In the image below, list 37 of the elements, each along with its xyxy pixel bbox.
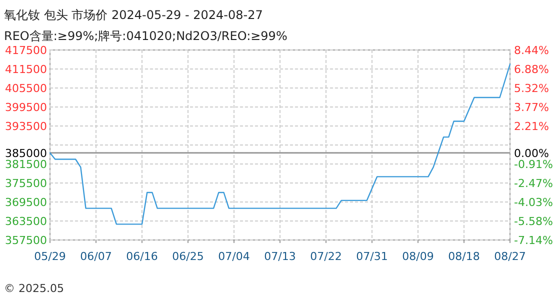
y2-tick-label: 0.00% <box>514 146 549 160</box>
x-tick-label: 07/04 <box>218 250 250 263</box>
x-tick-label: 07/22 <box>310 250 342 263</box>
x-tick-label: 08/09 <box>402 250 434 263</box>
x-tick-label: 06/25 <box>172 250 204 263</box>
y2-tick-label: -4.03% <box>514 196 553 210</box>
y2-tick-label: 6.88% <box>514 63 549 76</box>
y2-tick-label: -2.47% <box>514 177 553 190</box>
line-series <box>49 64 511 225</box>
text: © 2025.05 <box>4 282 64 295</box>
x-tick-label: 07/13 <box>264 250 296 263</box>
x-tick-label: 07/31 <box>356 250 388 263</box>
y-tick-label: 411500 <box>5 63 47 76</box>
x-tick-label: 08/27 <box>494 250 526 263</box>
y2-tick-label: -5.58% <box>514 214 553 228</box>
y-tick-label: 369500 <box>5 196 47 209</box>
y2-tick-label: 8.44% <box>514 44 549 57</box>
y-tick-label: 357500 <box>5 234 47 247</box>
y-tick-label: 363500 <box>5 215 47 228</box>
x-tick-label: 05/29 <box>34 250 66 263</box>
y2-tick-label: 2.21% <box>514 120 549 133</box>
y2-tick-label: -0.91% <box>514 158 553 172</box>
y-tick-label: 399500 <box>5 101 47 114</box>
y-tick-label: 385000 <box>5 146 47 160</box>
y-tick-label: 405500 <box>5 82 47 95</box>
y-tick-label: 393500 <box>5 120 47 133</box>
y2-tick-label: 3.77% <box>514 100 549 114</box>
x-tick-label: 08/18 <box>448 250 480 263</box>
y-tick-label: 417500 <box>5 44 47 57</box>
y-tick-label: 375500 <box>5 177 47 190</box>
x-tick-label: 06/16 <box>126 250 158 263</box>
chart-title: 氧化钕 包头 市场价 2024-05-29 - 2024-08-27 <box>4 8 263 22</box>
chart-subtitle: REO含量:≥99%;牌号:041020;Nd2O3/REO:≥99% <box>4 29 288 43</box>
y2-tick-label: 5.32% <box>514 82 549 96</box>
x-tick-label: 06/07 <box>80 250 112 263</box>
y-tick-label: 381500 <box>5 158 47 171</box>
y2-tick-label: -7.14% <box>514 234 553 247</box>
